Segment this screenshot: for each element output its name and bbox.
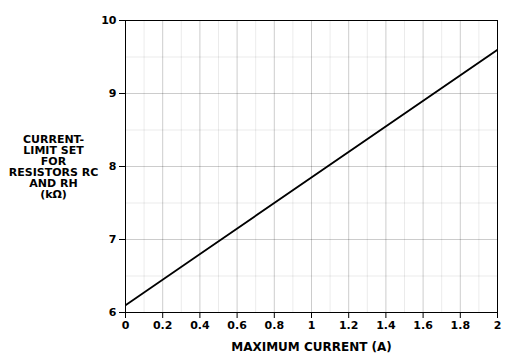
svg-text:1.2: 1.2 [339, 319, 359, 332]
svg-text:7: 7 [109, 233, 117, 246]
svg-text:0.2: 0.2 [153, 319, 173, 332]
svg-text:9: 9 [109, 87, 117, 100]
svg-text:0.4: 0.4 [190, 319, 210, 332]
svg-text:CURRENT-LIMIT SETFORRESISTORS: CURRENT-LIMIT SETFORRESISTORS RCAND RH(k… [9, 133, 99, 201]
svg-text:8: 8 [109, 160, 117, 173]
svg-text:0.6: 0.6 [227, 319, 247, 332]
svg-text:10: 10 [101, 14, 117, 27]
svg-text:1.6: 1.6 [413, 319, 433, 332]
svg-text:MAXIMUM CURRENT (A): MAXIMUM CURRENT (A) [231, 340, 392, 354]
svg-text:1.4: 1.4 [376, 319, 396, 332]
svg-text:1: 1 [308, 319, 316, 332]
svg-text:0: 0 [122, 319, 130, 332]
svg-text:0.8: 0.8 [265, 319, 285, 332]
svg-text:1.8: 1.8 [451, 319, 471, 332]
svg-text:2: 2 [494, 319, 502, 332]
svg-text:6: 6 [109, 306, 117, 319]
